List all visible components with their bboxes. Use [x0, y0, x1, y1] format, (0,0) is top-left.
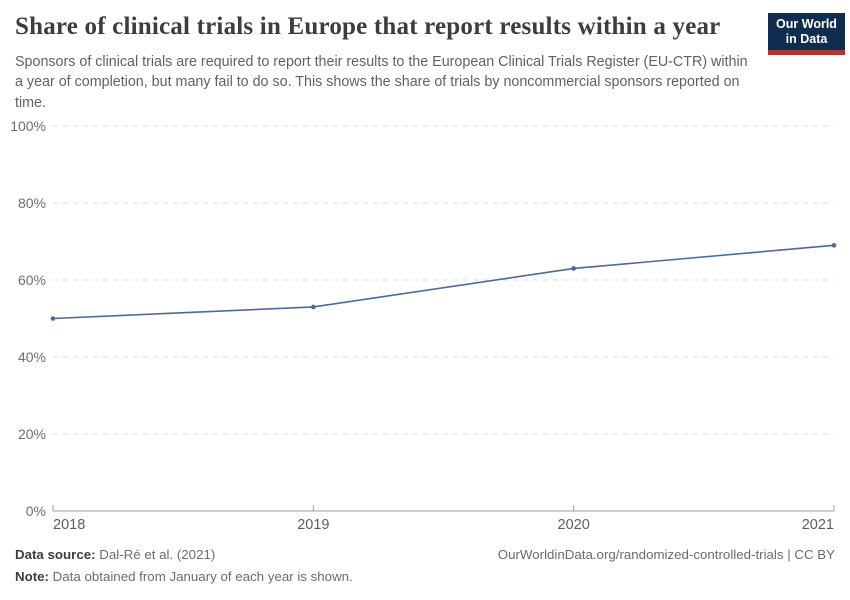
data-line [52, 244, 835, 320]
y-axis-tick-label: 0% [26, 503, 46, 519]
y-axis-tick-label: 20% [18, 426, 46, 442]
y-axis-tick-label: 80% [18, 195, 46, 211]
x-axis-tick-label: 2018 [53, 517, 85, 533]
footer: Data source: Dal-Ré et al. (2021) OurWor… [15, 547, 835, 584]
page-title: Share of clinical trials in Europe that … [15, 13, 721, 40]
data-point [311, 304, 316, 310]
data-point [831, 243, 837, 248]
owid-logo: Our World in Data [768, 13, 845, 55]
line-chart: 0% 20% 40% 60% 80% 100% 2018 2019 2020 2021 [10, 118, 837, 533]
license-link[interactable]: OurWorldinData.org/randomized-controlled… [497, 547, 835, 562]
x-axis-tick-label: 2021 [802, 517, 834, 533]
x-axis-tick-label: 2020 [558, 517, 590, 533]
owid-logo-text: Our World in Data [768, 13, 845, 50]
y-axis-tick-label: 40% [18, 349, 46, 365]
y-axis-tick-label: 100% [10, 118, 46, 134]
footer-note: Note: Data obtained from January of each… [15, 569, 353, 584]
x-axis-tick-label: 2019 [297, 517, 329, 533]
chart-subtitle: Sponsors of clinical trials are required… [15, 54, 748, 111]
data-point [571, 266, 576, 271]
data-point [50, 316, 56, 321]
data-source: Data source: Dal-Ré et al. (2021) [15, 547, 216, 562]
y-axis-tick-label: 60% [18, 272, 46, 288]
